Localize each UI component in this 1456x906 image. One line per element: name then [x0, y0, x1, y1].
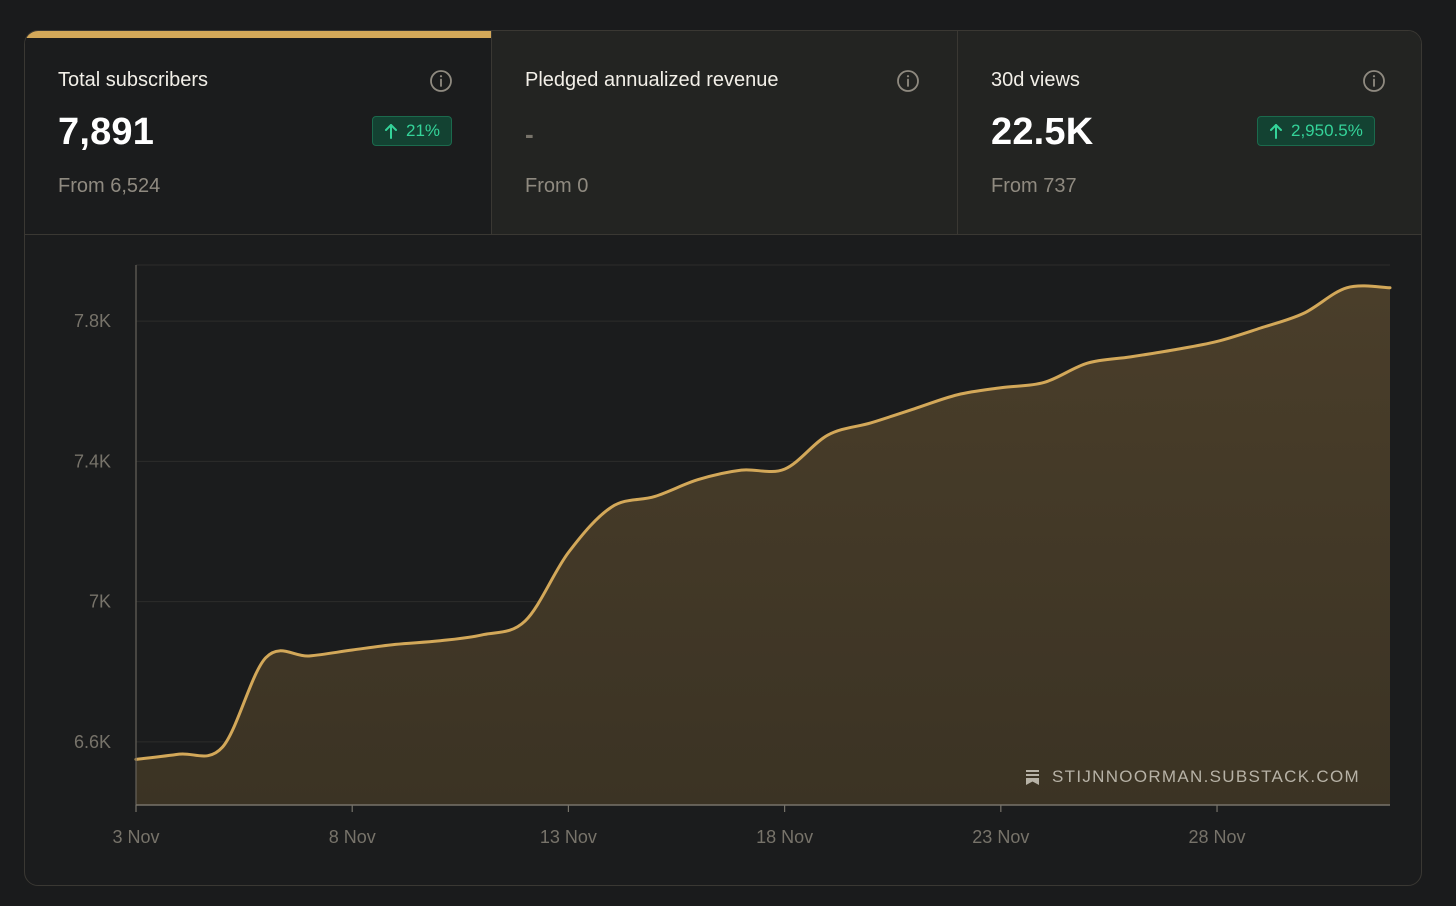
subscribers-line	[134, 284, 1392, 761]
stat-from: From 737	[991, 175, 1077, 197]
watermark-text: STIJNNOORMAN.SUBSTACK.COM	[1052, 767, 1360, 786]
stat-pledged-revenue[interactable]: Pledged annualized revenue - From 0	[491, 31, 957, 234]
stat-title: 30d views	[991, 69, 1080, 91]
arrow-up-icon	[1270, 124, 1282, 139]
x-tick-label: 13 Nov	[540, 827, 597, 847]
y-tick-label: 7.8K	[74, 311, 111, 331]
stat-value: -	[525, 119, 534, 149]
stats-row: Total subscribers 7,891 21% From 6,524 P…	[25, 31, 1421, 235]
subscribers-chart: 6.6K 7K 7.4K 7.8K 3 Nov 8 Nov 13 Nov 18 Nov 23 N…	[25, 235, 1421, 885]
subscribers-area	[136, 285, 1390, 805]
stat-30d-views[interactable]: 30d views 22.5K 2,950.5% From 737	[957, 31, 1421, 234]
x-tick-label: 28 Nov	[1189, 827, 1246, 847]
stat-from: From 0	[525, 175, 589, 197]
x-tick-label: 3 Nov	[112, 827, 159, 847]
x-tick-label: 23 Nov	[972, 827, 1029, 847]
stat-total-subscribers[interactable]: Total subscribers 7,891 21% From 6,524	[25, 31, 491, 234]
y-tick-label: 6.6K	[74, 732, 111, 752]
stat-from: From 6,524	[58, 175, 161, 197]
x-tick-label: 18 Nov	[756, 827, 813, 847]
delta-badge: 21%	[372, 116, 453, 146]
substack-watermark: STIJNNOORMAN.SUBSTACK.COM	[1025, 765, 1365, 789]
info-icon[interactable]	[896, 69, 920, 93]
delta-badge: 2,950.5%	[1257, 116, 1375, 146]
stat-title: Pledged annualized revenue	[525, 69, 779, 91]
delta-value: 21%	[406, 121, 441, 140]
delta-value: 2,950.5%	[1291, 121, 1363, 140]
subscriber-stats-card: Total subscribers 7,891 21% From 6,524 P…	[24, 30, 1422, 886]
stat-title: Total subscribers	[58, 69, 209, 91]
x-tick-label: 8 Nov	[329, 827, 376, 847]
y-tick-label: 7.4K	[74, 451, 111, 471]
arrow-up-icon	[385, 124, 397, 139]
stat-value: 22.5K	[991, 111, 1094, 153]
stat-value: 7,891	[58, 111, 155, 153]
info-icon[interactable]	[429, 69, 453, 93]
y-tick-label: 7K	[89, 592, 111, 612]
substack-logo-icon	[1026, 769, 1039, 785]
subscribers-area-chart: 6.6K 7K 7.4K 7.8K 3 Nov 8 Nov 13 Nov 18 Nov 23 N…	[74, 264, 1392, 847]
info-icon[interactable]	[1362, 69, 1386, 93]
